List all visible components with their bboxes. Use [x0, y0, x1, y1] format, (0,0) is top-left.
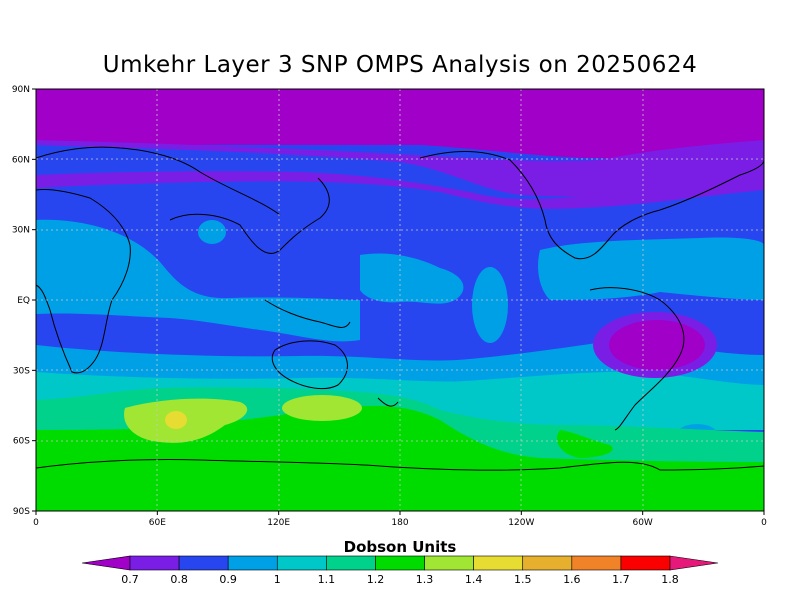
colorbar-level-label: 0.9: [219, 573, 237, 586]
field-band-1.5-max: [165, 411, 187, 429]
lat-axis: 90N 60N 30N EQ 30S 60S 90S: [12, 85, 36, 517]
colorbar-level-label: 1.5: [514, 573, 532, 586]
field-band-0.7-edge: [36, 89, 764, 159]
field-band-1.4-australia: [282, 395, 362, 421]
colorbar-swatch: [276, 555, 327, 571]
lon-tick-label: 120W: [508, 518, 534, 528]
colorbar-max-triangle: [669, 555, 719, 571]
lat-tick-label: 60N: [12, 155, 30, 165]
colorbar: 0.7 0.8 0.9 1 1.1 1.2 1.3 1.4 1.5 1.6 1.7 1.8: [81, 555, 719, 586]
colorbar-swatch: [375, 555, 425, 571]
field-band-0.7-samerica: [609, 320, 705, 370]
lon-tick-label: 180: [391, 518, 408, 528]
lon-tick-label: 120E: [267, 518, 290, 528]
graticule: [36, 89, 764, 511]
colorbar-level-label: 1: [274, 573, 281, 586]
lat-tick-label: 90S: [13, 507, 30, 517]
lat-tick-label: 30N: [12, 226, 30, 236]
colorbar-level-label: 1.7: [612, 573, 630, 586]
colorbar-swatch: [424, 555, 474, 571]
lat-tick-label: 90N: [12, 85, 30, 95]
colorbar-swatch: [129, 555, 180, 571]
field-band-0.8-lower: [36, 171, 764, 209]
coastline-australia: [271, 340, 348, 390]
coastline-newzealand: [377, 397, 399, 407]
colorbar-swatch: [326, 555, 376, 571]
coastline-indonesia: [264, 299, 351, 328]
coastline-eurasia: [36, 146, 281, 216]
field-band-1.0-pacific: [360, 253, 464, 304]
field-band-1.0-atlantic: [538, 237, 764, 300]
lon-axis: 0 60E 120E 180 120W 60W 0: [33, 511, 767, 528]
colorbar-level-label: 1.3: [416, 573, 434, 586]
coastline-asia: [169, 177, 330, 254]
coastline-namerica: [419, 151, 764, 260]
coastline-samerica: [589, 287, 685, 431]
lon-tick-label: 0: [761, 518, 767, 528]
lon-tick-label: 60E: [149, 518, 166, 528]
colorbar-level-label: 1.6: [563, 573, 581, 586]
colorbar-title: Dobson Units: [344, 538, 457, 556]
colorbar-level-label: 1.1: [318, 573, 336, 586]
colorbar-level-label: 1.2: [367, 573, 385, 586]
field-band-1.0-arabia: [198, 220, 226, 244]
field-band-1.0-cpacific: [472, 267, 508, 343]
colorbar-swatch: [571, 555, 622, 571]
colorbar-swatch: [178, 555, 229, 571]
colorbar-level-label: 0.8: [170, 573, 188, 586]
lat-tick-label: 60S: [13, 437, 30, 447]
field-band-0.8: [36, 140, 764, 197]
field-band-1.3-patch: [556, 430, 613, 458]
colorbar-level-label: 1.8: [661, 573, 679, 586]
lat-tick-label: 30S: [13, 366, 30, 376]
lon-tick-label: 0: [33, 518, 39, 528]
coastline-antarctica: [36, 458, 764, 471]
colorbar-level-label: 0.7: [121, 573, 139, 586]
colorbar-swatch: [522, 555, 573, 571]
colorbar-swatch: [227, 555, 278, 571]
lon-tick-label: 60W: [632, 518, 652, 528]
colorbar-level-label: 1.4: [465, 573, 483, 586]
colorbar-swatch: [620, 555, 671, 571]
coastline-africa: [36, 189, 131, 374]
colorbar-min-triangle: [81, 555, 131, 571]
colorbar-swatch: [473, 555, 524, 571]
field-band-1.3: [36, 405, 764, 511]
map-title: Umkehr Layer 3 SNP OMPS Analysis on 2025…: [102, 52, 698, 78]
coastlines: [36, 146, 764, 471]
lat-tick-label: EQ: [17, 296, 30, 306]
